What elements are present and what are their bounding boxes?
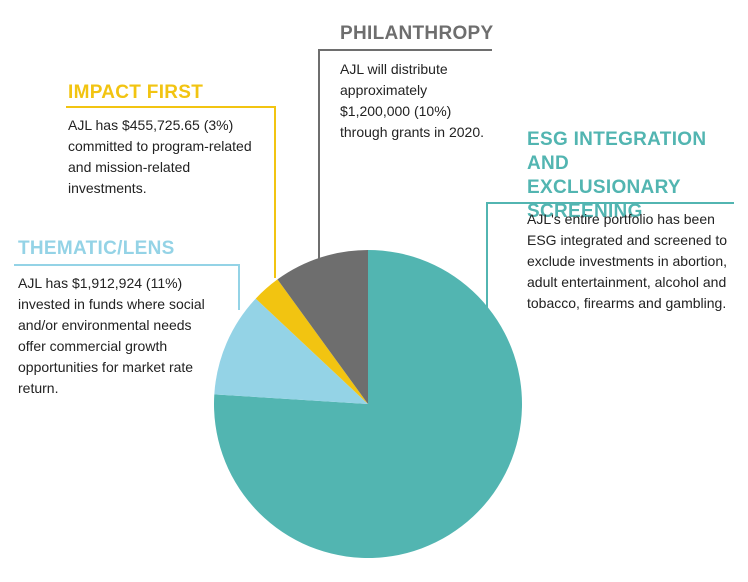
- esg-slice: [213, 250, 522, 558]
- esg-description: AJL's entire portfolio has been ESG inte…: [527, 211, 728, 311]
- impact-first-heading: IMPACT FIRST: [68, 82, 204, 103]
- esg-top-rule: [486, 202, 734, 204]
- thematic-lens-slice: [214, 298, 368, 404]
- impact-first-description: AJL has $455,725.65 (3%) committed to pr…: [68, 117, 252, 196]
- thematic-lens-heading: THEMATIC/LENS: [18, 238, 175, 259]
- impact-first-top-rule: [66, 106, 276, 108]
- philanthropy-heading: PHILANTHROPY: [340, 23, 494, 44]
- philanthropy-slice: [277, 250, 368, 404]
- thematic-lens-top-rule: [14, 264, 240, 266]
- thematic-lens-description: AJL has $1,912,924 (11%) invested in fun…: [18, 275, 205, 396]
- esg-heading: ESG INTEGRATION AND EXCLUSIONARY SCREENI…: [527, 129, 707, 222]
- impact-first-slice: [255, 279, 368, 404]
- esg-leader-line: [486, 202, 488, 310]
- philanthropy-top-rule: [318, 49, 492, 51]
- philanthropy-description: AJL will distribute approximately $1,200…: [340, 61, 484, 140]
- impact-first-leader-line: [274, 106, 276, 278]
- thematic-lens-leader-line: [238, 264, 240, 310]
- philanthropy-leader-line: [318, 49, 320, 259]
